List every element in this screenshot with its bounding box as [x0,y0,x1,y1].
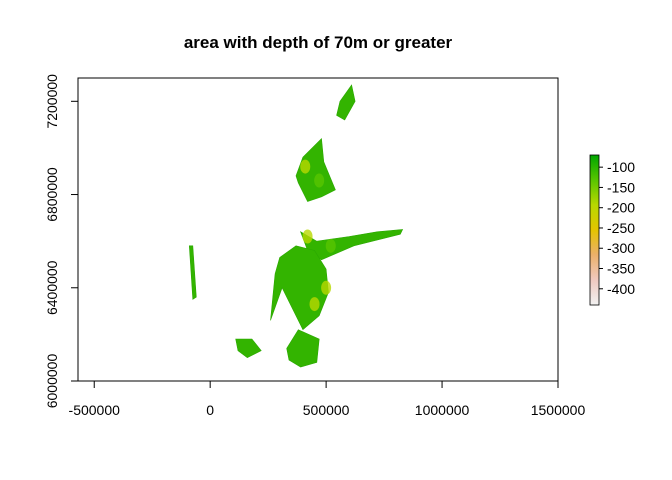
x-tick-label: 1500000 [531,402,586,418]
region-west-strip [188,245,197,300]
depth-spot [321,280,332,295]
chart-title: area with depth of 70m or greater [184,33,453,52]
depth-spot [309,297,320,312]
depth-spot [302,229,313,244]
legend-tick-label: -100 [607,159,635,175]
legend-tick-label: -250 [607,220,635,236]
x-tick-label: 500000 [303,402,350,418]
legend-colorbar [589,154,600,306]
y-tick-label: 6000000 [44,354,60,409]
x-tick-label: 0 [206,402,214,418]
y-axis: 6000000 6400000 6800000 7200000 [44,74,79,409]
legend: -100 -150 -200 -250 -300 -350 -400 [589,154,635,306]
legend-tick-label: -300 [607,240,635,256]
y-tick-label: 6800000 [44,167,60,222]
region-north-tip [336,84,356,121]
region-north-lobe [295,137,336,202]
x-tick-label: 1000000 [415,402,470,418]
region-central-body [270,245,329,331]
legend-tick-label: -150 [607,179,635,195]
depth-spot [314,173,325,188]
depth-spot [300,159,311,174]
region-southwest-patch [235,338,262,359]
legend-tick-label: -200 [607,200,635,216]
legend-tick-label: -350 [607,261,635,277]
y-tick-label: 7200000 [44,74,60,129]
y-tick-label: 6400000 [44,260,60,315]
region-south-lobe [286,329,320,368]
x-tick-label: -500000 [69,402,121,418]
plot-box [77,77,559,382]
depth-regions [188,84,404,368]
x-axis: -500000 0 500000 1000000 1500000 [69,380,586,418]
depth-spot [325,238,336,253]
legend-tick-label: -400 [607,281,635,297]
